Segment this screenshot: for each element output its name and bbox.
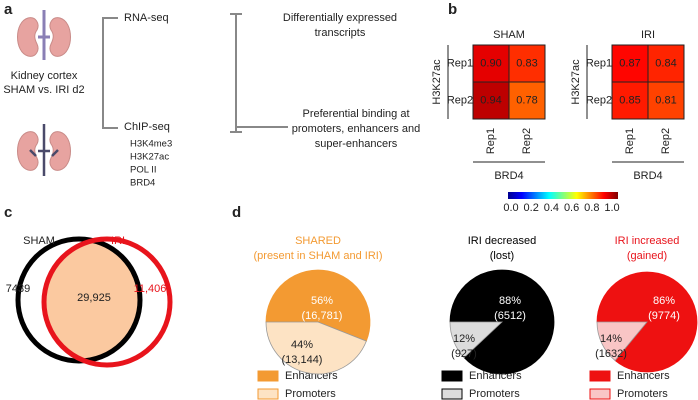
panel-label: b — [448, 1, 457, 18]
row-label: Rep1 — [447, 57, 473, 69]
pie-slice — [265, 269, 371, 342]
result: transcripts — [315, 27, 366, 39]
panel-label: c — [4, 204, 12, 221]
cell-label: 0.83 — [516, 57, 537, 69]
legend-swatch — [589, 388, 611, 400]
heatmap-title: SHAM — [493, 29, 525, 41]
slice-percent: 86% — [653, 295, 675, 307]
cell-label: 0.87 — [619, 57, 640, 69]
colorbar-tick-label: 0.0 — [503, 202, 518, 214]
slice-count: (13,144) — [282, 354, 323, 366]
cell-label: 0.85 — [619, 94, 640, 106]
colorbar — [508, 192, 618, 199]
slice-count: (16,781) — [302, 310, 343, 322]
bracket — [230, 13, 288, 133]
venn-circle — [41, 236, 173, 368]
heatmap-cell — [508, 44, 546, 83]
legend-swatch — [441, 388, 463, 400]
colorbar-tick-label: 0.8 — [584, 202, 599, 214]
slice-percent: 56% — [311, 295, 333, 307]
colorbar-tick-label: 0.6 — [564, 202, 579, 214]
heatmap-cell — [647, 81, 685, 120]
heatmap-cell — [472, 81, 510, 120]
target: H3K27ac — [130, 152, 169, 163]
heatmap-cell — [611, 44, 649, 83]
cell-label: 0.90 — [480, 57, 501, 69]
col-axis-label: BRD4 — [633, 170, 662, 182]
legend-label: Enhancers — [617, 370, 670, 382]
kidney-icon — [17, 10, 71, 60]
result: Differentially expressed — [283, 12, 397, 24]
slice-percent: 88% — [499, 295, 521, 307]
cell-label: 0.81 — [655, 94, 676, 106]
slice-percent: 12% — [453, 333, 475, 345]
row-label: Rep2 — [447, 94, 473, 106]
assay: ChIP-seq — [124, 121, 170, 133]
panel-label: d — [232, 204, 241, 221]
heatmap-cell — [472, 44, 510, 83]
pie-slice — [596, 321, 648, 362]
pie-slice — [449, 321, 504, 359]
heatmap-cell — [647, 44, 685, 83]
row-axis-label: H3K27ac — [570, 59, 582, 105]
colorbar-tick-label: 0.4 — [544, 202, 559, 214]
col-label: Rep1 — [624, 128, 636, 154]
colorbar-tick-label: 0.2 — [524, 202, 539, 214]
legend-label: Promoters — [285, 388, 336, 400]
heatmap-cell — [508, 81, 546, 120]
legend-swatch — [257, 388, 279, 400]
set-name: IRI — [111, 235, 125, 247]
slice-count: (1632) — [595, 348, 627, 360]
shared-count: 29,925 — [77, 292, 111, 304]
assay: RNA-seq — [124, 12, 169, 24]
target: H3K4me3 — [130, 139, 172, 150]
legend-swatch — [257, 370, 279, 382]
result: super-enhancers — [315, 138, 398, 150]
pie-slice — [265, 321, 367, 375]
colorbar-tick-label: 1.0 — [604, 202, 619, 214]
target: BRD4 — [130, 178, 155, 189]
slice-count: (6512) — [494, 310, 526, 322]
slice-percent: 44% — [291, 339, 313, 351]
pie-title: (present in SHAM and IRI) — [254, 250, 383, 262]
legend-label: Promoters — [617, 388, 668, 400]
result: promoters, enhancers and — [292, 123, 420, 135]
row-axis-label: H3K27ac — [431, 59, 443, 105]
heatmap-title: IRI — [641, 29, 655, 41]
slice-count: (927) — [451, 348, 477, 360]
cell-label: 0.94 — [480, 94, 501, 106]
pie-title: IRI increased — [615, 235, 680, 247]
cell-label: 0.84 — [655, 57, 676, 69]
panel-label: a — [4, 1, 13, 18]
col-label: Rep2 — [521, 128, 533, 154]
cell-label: 0.78 — [516, 94, 537, 106]
result: Preferential binding at — [302, 108, 409, 120]
target: POL II — [130, 165, 157, 176]
slice-percent: 14% — [600, 333, 622, 345]
set-count: 11,406 — [134, 283, 167, 295]
set-count: 7439 — [6, 283, 30, 295]
legend-swatch — [589, 370, 611, 382]
slice-count: (9774) — [648, 310, 680, 322]
col-label: Rep2 — [660, 128, 672, 154]
sample-text: SHAM vs. IRI d2 — [3, 84, 84, 96]
legend-label: Enhancers — [469, 370, 522, 382]
legend-swatch — [441, 370, 463, 382]
pie-title: (lost) — [490, 250, 514, 262]
set-name: SHAM — [23, 235, 55, 247]
kidney-icon — [17, 124, 71, 176]
pie-title: (gained) — [627, 250, 667, 262]
col-axis-label: BRD4 — [494, 170, 523, 182]
pie-title: SHARED — [295, 235, 341, 247]
sample-text: Kidney cortex — [11, 70, 78, 82]
bracket — [102, 17, 118, 129]
row-label: Rep2 — [586, 94, 612, 106]
legend-label: Promoters — [469, 388, 520, 400]
row-label: Rep1 — [586, 57, 612, 69]
pie-title: IRI decreased — [468, 235, 536, 247]
col-label: Rep1 — [485, 128, 497, 154]
